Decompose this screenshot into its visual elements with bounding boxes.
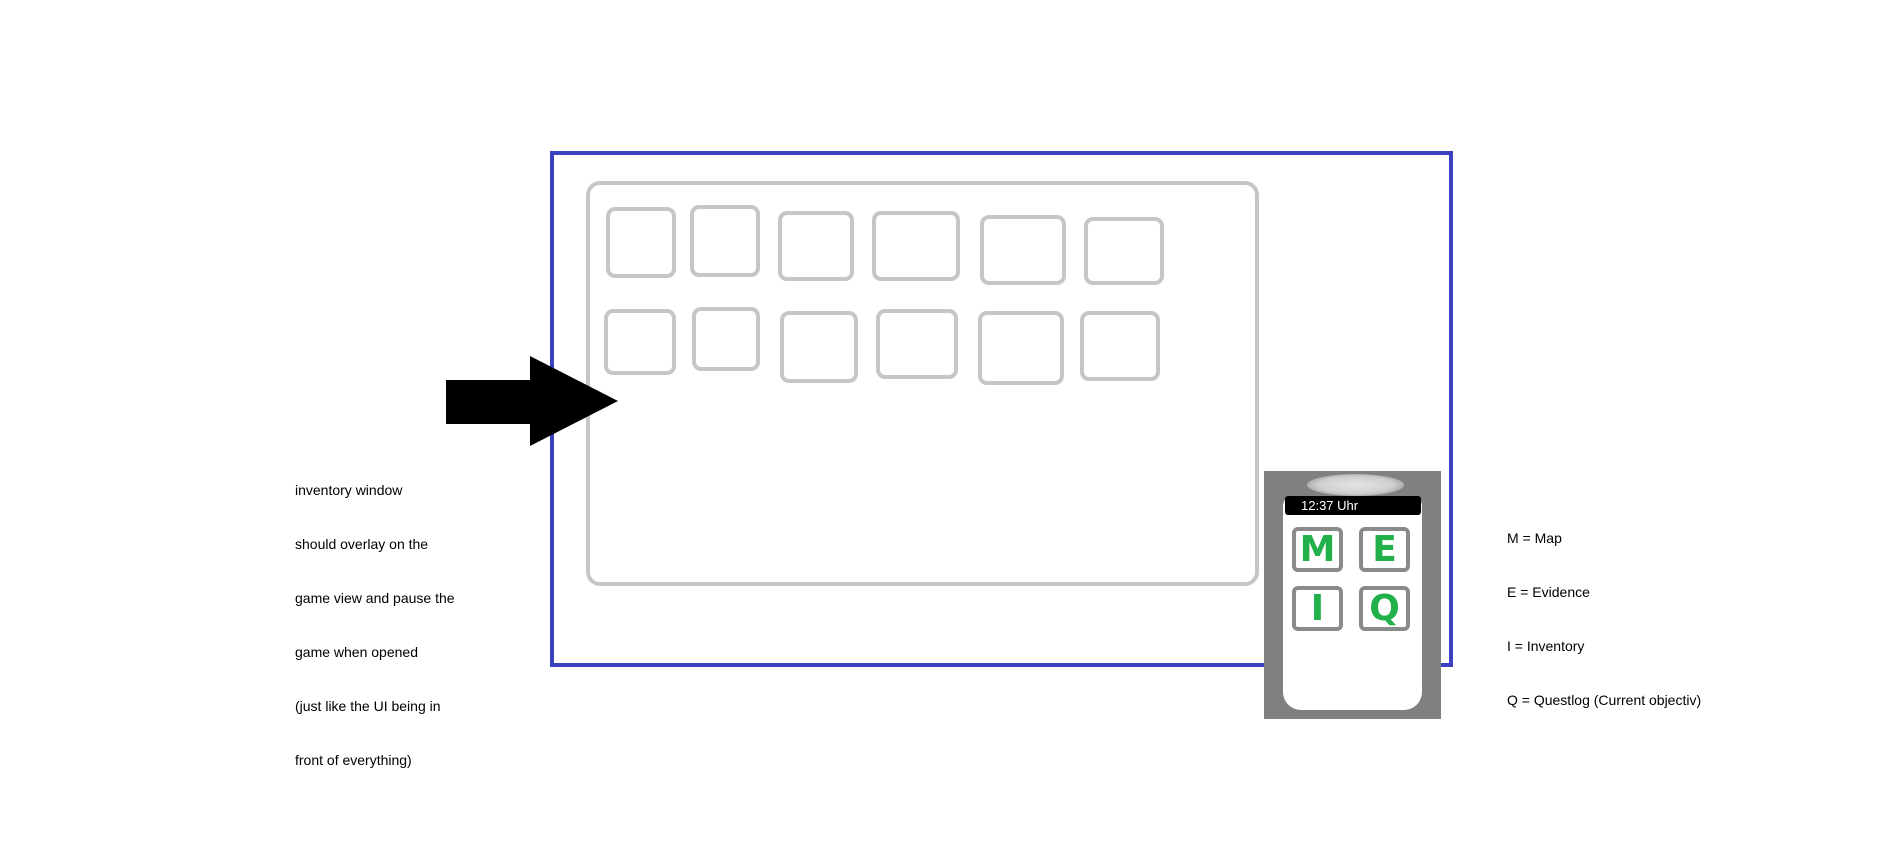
note-line: game view and pause the (295, 590, 455, 606)
note-line: should overlay on the (295, 536, 429, 552)
inventory-slot[interactable] (876, 309, 958, 379)
evidence-button[interactable]: E (1359, 527, 1410, 572)
arrow-right-icon (446, 356, 618, 446)
inventory-slot[interactable] (778, 211, 854, 281)
inventory-slot[interactable] (604, 309, 676, 375)
phone-clock: 12:37 Uhr (1285, 496, 1421, 515)
note-line: (just like the UI being in (295, 698, 441, 714)
inventory-slot[interactable] (1080, 311, 1160, 381)
questlog-button[interactable]: Q (1359, 586, 1410, 631)
note-line: front of everything) (295, 752, 412, 768)
inventory-window (586, 181, 1259, 586)
inventory-button[interactable]: I (1292, 586, 1343, 631)
legend-line: Q = Questlog (Current objectiv) (1507, 692, 1702, 708)
inventory-slot[interactable] (606, 207, 676, 278)
inventory-slot[interactable] (692, 307, 760, 371)
inventory-slot[interactable] (872, 211, 960, 281)
inventory-slot[interactable] (1084, 217, 1164, 285)
legend-line: I = Inventory (1507, 638, 1585, 654)
map-button[interactable]: M (1292, 527, 1343, 572)
inventory-slot[interactable] (980, 215, 1066, 285)
hud-legend: M = Map E = Evidence I = Inventory Q = Q… (1507, 493, 1701, 727)
legend-line: M = Map (1507, 530, 1562, 546)
note-line: game when opened (295, 644, 418, 660)
phone-camera-smudge (1307, 474, 1404, 496)
inventory-note: inventory window should overlay on the g… (295, 445, 455, 787)
note-line: inventory window (295, 482, 403, 498)
inventory-slot[interactable] (690, 205, 760, 277)
legend-line: E = Evidence (1507, 584, 1590, 600)
inventory-slot[interactable] (780, 311, 858, 383)
inventory-slot[interactable] (978, 311, 1064, 385)
